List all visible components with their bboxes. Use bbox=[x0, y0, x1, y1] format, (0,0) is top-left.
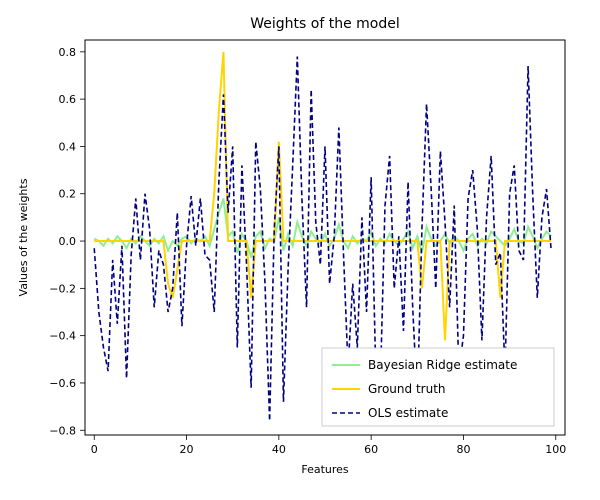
legend-label: Bayesian Ridge estimate bbox=[368, 358, 517, 372]
xtick-label: 20 bbox=[180, 443, 194, 456]
xtick-label: 40 bbox=[272, 443, 286, 456]
xtick-label: 60 bbox=[364, 443, 378, 456]
xtick-label: 100 bbox=[545, 443, 566, 456]
ytick-label: 0.6 bbox=[59, 93, 77, 106]
legend-label: Ground truth bbox=[368, 382, 446, 396]
legend-label: OLS estimate bbox=[368, 406, 448, 420]
ytick-label: −0.8 bbox=[49, 424, 76, 437]
xtick-label: 80 bbox=[456, 443, 470, 456]
ytick-label: −0.6 bbox=[49, 377, 76, 390]
ylabel: Values of the weights bbox=[17, 178, 30, 296]
xtick-label: 0 bbox=[91, 443, 98, 456]
ytick-label: 0.2 bbox=[59, 188, 77, 201]
ytick-label: −0.4 bbox=[49, 330, 76, 343]
ytick-label: 0.0 bbox=[59, 235, 77, 248]
chart-title: Weights of the model bbox=[250, 16, 399, 32]
xlabel: Features bbox=[301, 463, 349, 476]
ytick-label: −0.2 bbox=[49, 282, 76, 295]
ytick-label: 0.4 bbox=[59, 140, 77, 153]
ytick-label: 0.8 bbox=[59, 46, 77, 59]
